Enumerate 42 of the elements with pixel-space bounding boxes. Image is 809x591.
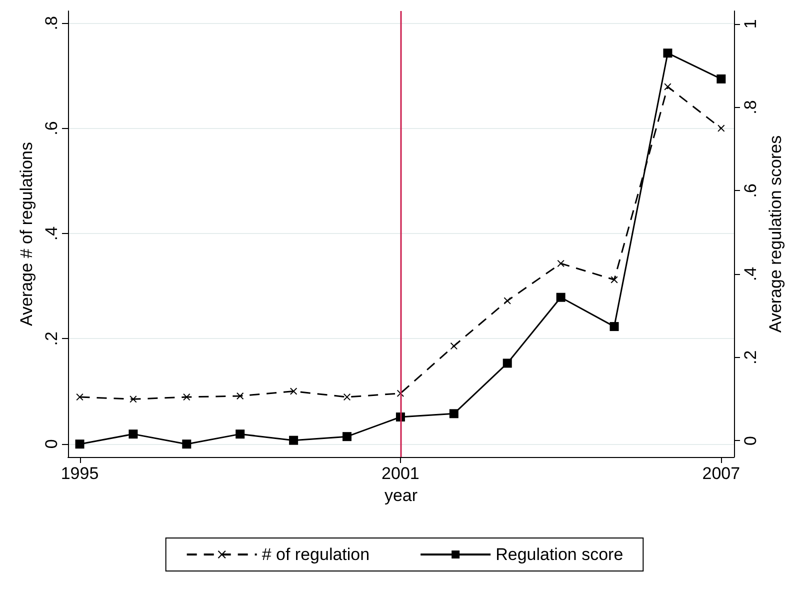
point	[236, 392, 244, 400]
point	[236, 430, 245, 439]
point	[557, 260, 564, 267]
point	[450, 342, 458, 350]
point	[610, 276, 618, 284]
y-tick-label: .6	[42, 121, 61, 136]
x-axis-title: year	[384, 486, 418, 505]
y2-axis-title: Average regulation scores	[766, 135, 785, 333]
point	[344, 394, 351, 401]
point	[130, 396, 137, 403]
x-tick-label: 1995	[60, 464, 99, 483]
point	[183, 394, 190, 401]
point	[502, 358, 512, 368]
x-tick-label: 2007	[702, 464, 740, 483]
point	[128, 430, 138, 439]
y-axis-title: Average # of regulations	[17, 142, 36, 326]
point	[556, 292, 566, 302]
point	[289, 436, 298, 445]
y2-tick-label: 0	[741, 436, 760, 446]
point	[504, 297, 511, 304]
point	[610, 322, 619, 332]
legend-label: # of regulation	[262, 545, 370, 564]
point	[290, 388, 298, 395]
point	[718, 124, 725, 132]
legend-label: Regulation score	[496, 545, 624, 564]
point	[75, 440, 84, 449]
x-tick-label: 2001	[382, 464, 420, 483]
y-tick-label: .8	[42, 16, 61, 30]
y2-tick-label: .2	[741, 350, 760, 364]
point	[182, 440, 192, 449]
point	[716, 74, 726, 84]
point	[449, 409, 458, 418]
y-tick-label: .2	[42, 332, 61, 346]
y2-tick-label: .8	[741, 100, 760, 114]
y-tick-label: 0	[42, 439, 61, 449]
y2-tick-label: 1	[741, 19, 760, 29]
y2-tick-label: .4	[741, 266, 760, 282]
y-tick-label: .4	[42, 226, 61, 241]
point	[664, 83, 672, 90]
point	[342, 432, 352, 442]
point	[663, 48, 672, 58]
y2-tick-label: .6	[741, 184, 760, 198]
